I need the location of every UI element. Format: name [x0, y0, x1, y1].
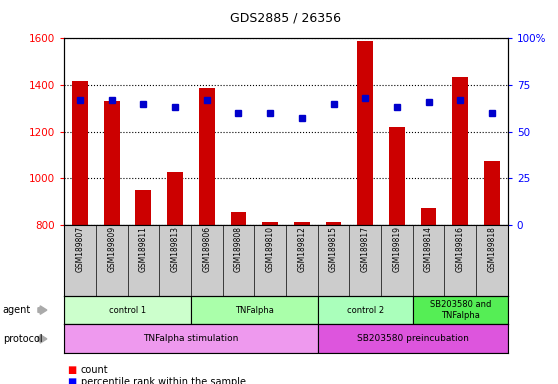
Bar: [230, 212, 247, 225]
Bar: [484, 161, 500, 225]
Text: ■: ■: [67, 377, 76, 384]
Text: GSM189816: GSM189816: [456, 226, 465, 272]
Bar: [64, 324, 318, 353]
Text: control 1: control 1: [109, 306, 146, 314]
Bar: [453, 77, 468, 225]
Text: GSM189813: GSM189813: [171, 226, 180, 272]
Bar: [318, 324, 508, 353]
Text: GSM189815: GSM189815: [329, 226, 338, 272]
Text: count: count: [81, 365, 109, 375]
Bar: [325, 222, 341, 225]
Text: GSM189812: GSM189812: [297, 226, 306, 272]
Bar: [421, 209, 436, 225]
Bar: [72, 81, 88, 225]
Text: protocol: protocol: [3, 334, 42, 344]
Text: GSM189809: GSM189809: [107, 226, 116, 272]
Bar: [136, 190, 151, 225]
Text: GSM189818: GSM189818: [488, 226, 497, 272]
Text: GSM189806: GSM189806: [202, 226, 211, 272]
Bar: [199, 88, 215, 225]
Text: GSM189807: GSM189807: [75, 226, 84, 272]
Text: percentile rank within the sample: percentile rank within the sample: [81, 377, 246, 384]
Bar: [262, 222, 278, 225]
Text: SB203580 preincubation: SB203580 preincubation: [357, 334, 469, 343]
Bar: [294, 222, 310, 225]
Bar: [389, 127, 405, 225]
Text: GSM189810: GSM189810: [266, 226, 275, 272]
Bar: [64, 296, 191, 324]
Text: GSM189814: GSM189814: [424, 226, 433, 272]
Bar: [191, 296, 318, 324]
Text: TNFalpha stimulation: TNFalpha stimulation: [143, 334, 239, 343]
Text: control 2: control 2: [347, 306, 384, 314]
Bar: [167, 172, 183, 225]
Text: GSM189811: GSM189811: [139, 226, 148, 272]
Text: GDS2885 / 26356: GDS2885 / 26356: [230, 12, 341, 25]
Bar: [413, 296, 508, 324]
Text: agent: agent: [3, 305, 31, 315]
Text: SB203580 and
TNFalpha: SB203580 and TNFalpha: [430, 300, 491, 320]
Bar: [318, 296, 413, 324]
Text: GSM189817: GSM189817: [360, 226, 370, 272]
Text: ■: ■: [67, 365, 76, 375]
Text: GSM189808: GSM189808: [234, 226, 243, 272]
Bar: [104, 101, 119, 225]
Text: TNFalpha: TNFalpha: [235, 306, 274, 314]
Text: GSM189819: GSM189819: [392, 226, 401, 272]
Bar: [357, 41, 373, 225]
